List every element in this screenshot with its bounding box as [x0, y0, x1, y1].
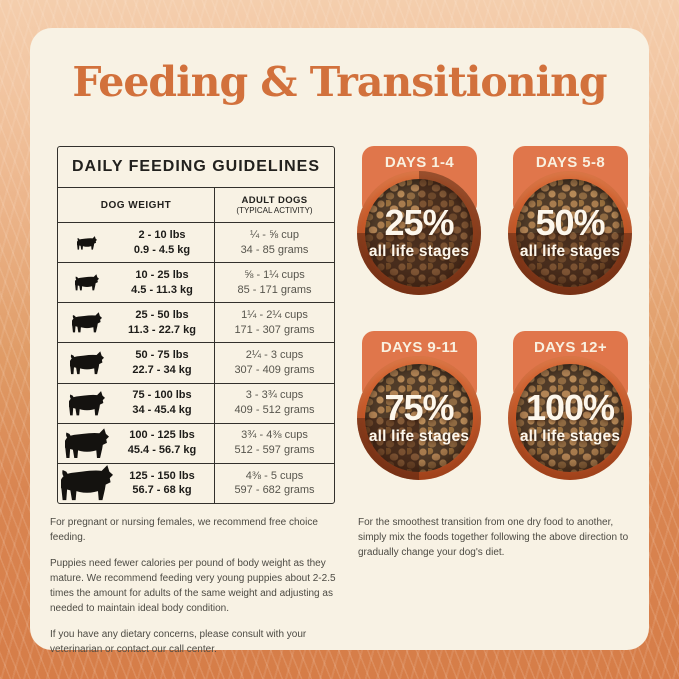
- portion-caption: all life stages: [368, 428, 470, 445]
- serving-grams: 34 - 85 grams: [240, 243, 309, 256]
- weight-lbs: 50 - 75 lbs: [135, 349, 189, 362]
- weight-lbs: 25 - 50 lbs: [135, 309, 189, 321]
- serving-grams: 597 - 682 grams: [234, 484, 315, 497]
- weight-kg: 56.7 - 68 kg: [132, 484, 192, 497]
- dog-silhouette-icon: [75, 274, 99, 291]
- dog-silhouette-icon: [77, 236, 97, 250]
- weight-lbs: 2 - 10 lbs: [138, 228, 186, 241]
- table-row: 25 - 50 lbs 11.3 - 22.7 kg 1¼ - 2¼ cups 17…: [58, 303, 334, 344]
- portion-percent: 75%: [384, 387, 454, 428]
- dog-silhouette-icon: [61, 465, 113, 501]
- portion-overlay: [508, 171, 632, 295]
- dog-silhouette-icon: [72, 312, 102, 333]
- serving-grams: 171 - 307 grams: [234, 323, 315, 336]
- portion-overlay: [357, 171, 481, 295]
- note-pregnant-nursing: For pregnant or nursing females, we reco…: [50, 517, 318, 543]
- feeding-notes: For pregnant or nursing females, we reco…: [50, 515, 342, 668]
- column-header-adult-dogs: ADULT DOGS (TYPICAL ACTIVITY): [215, 188, 334, 222]
- note-transition: For the smoothest transition from one dr…: [358, 517, 629, 558]
- portion-caption: all life stages: [368, 243, 470, 260]
- feeding-guidelines-table: DAILY FEEDING GUIDELINES DOG WEIGHT ADUL…: [57, 146, 335, 504]
- weight-lbs: 75 - 100 lbs: [132, 389, 192, 402]
- weight-kg: 0.9 - 4.5 kg: [133, 243, 191, 256]
- kibble-texture: [516, 179, 624, 287]
- transition-stage-days-1-4: DAYS 1-4 25% all life stages: [343, 146, 495, 302]
- kibble-bowl: 100% all life stages: [508, 356, 632, 480]
- portion-percent: 50%: [535, 202, 605, 243]
- transition-stage-days-9-11: DAYS 9-11 75% all life stages: [343, 331, 495, 487]
- kibble-bowl: 75% all life stages: [357, 356, 481, 480]
- transition-stage-days-12-plus: DAYS 12+ 100% all life stages: [494, 331, 646, 487]
- note-dietary-concerns: If you have any dietary concerns, please…: [50, 629, 307, 655]
- transition-stage-days-5-8: DAYS 5-8 50% all life stages: [494, 146, 646, 302]
- table-row: 100 - 125 lbs 45.4 - 56.7 kg 3¾ - 4⅜ cups…: [58, 423, 334, 464]
- transition-notes: For the smoothest transition from one dr…: [358, 515, 636, 571]
- weight-kg: 45.4 - 56.7 kg: [127, 444, 197, 457]
- table-row: 50 - 75 lbs 22.7 - 34 kg 2¼ - 3 cups 307 -…: [58, 343, 334, 384]
- dog-silhouette-icon: [69, 391, 105, 416]
- portion-percent: 25%: [384, 202, 454, 243]
- dog-silhouette-icon: [65, 428, 109, 459]
- typical-activity-label: (TYPICAL ACTIVITY): [236, 205, 313, 215]
- portion-caption: all life stages: [519, 428, 621, 445]
- serving-cups: 2¼ - 3 cups: [245, 349, 304, 362]
- kibble-texture: [365, 364, 473, 472]
- serving-cups: 1¼ - 2¼ cups: [241, 309, 308, 321]
- table-row: 75 - 100 lbs 34 - 45.4 kg 3 - 3¾ cups 409 …: [58, 383, 334, 424]
- serving-cups: 4⅜ - 5 cups: [245, 469, 304, 482]
- kibble-bowl: 25% all life stages: [357, 171, 481, 295]
- serving-grams: 307 - 409 grams: [234, 363, 315, 376]
- table-row: 125 - 150 lbs 56.7 - 68 kg 4⅜ - 5 cups 597…: [58, 463, 334, 503]
- stage-label: DAYS 12+: [533, 339, 608, 356]
- column-header-dog-weight: DOG WEIGHT: [58, 188, 215, 222]
- stage-label: DAYS 1-4: [384, 154, 455, 171]
- weight-lbs: 125 - 150 lbs: [129, 469, 195, 482]
- table-row: 10 - 25 lbs 4.5 - 11.3 kg ⅝ - 1¼ cups 85 -…: [58, 263, 334, 304]
- weight-lbs: 10 - 25 lbs: [135, 268, 189, 281]
- table-title: DAILY FEEDING GUIDELINES: [58, 147, 334, 188]
- portion-overlay: [357, 356, 481, 480]
- table-row: 2 - 10 lbs 0.9 - 4.5 kg ¼ - ⅝ cup 34 - 85 …: [58, 223, 334, 264]
- adult-dogs-label: ADULT DOGS: [241, 194, 308, 206]
- kibble-texture: [516, 364, 624, 472]
- stage-label: DAYS 5-8: [535, 154, 606, 171]
- serving-cups: ¼ - ⅝ cup: [250, 228, 299, 241]
- serving-cups: ⅝ - 1¼ cups: [244, 268, 305, 281]
- page-title: Feeding & Transitioning: [72, 58, 607, 106]
- weight-kg: 22.7 - 34 kg: [132, 363, 192, 376]
- kibble-texture: [365, 179, 473, 287]
- serving-grams: 512 - 597 grams: [234, 444, 315, 457]
- weight-kg: 11.3 - 22.7 kg: [128, 323, 196, 336]
- serving-grams: 85 - 171 grams: [237, 283, 312, 296]
- serving-cups: 3¾ - 4⅜ cups: [241, 429, 308, 442]
- dog-silhouette-icon: [70, 351, 104, 375]
- infographic-card: Feeding & Transitioning DAILY FEEDING GU…: [30, 28, 649, 655]
- weight-kg: 4.5 - 11.3 kg: [131, 283, 193, 296]
- stage-label: DAYS 9-11: [380, 339, 459, 356]
- portion-percent: 100%: [525, 387, 615, 428]
- weight-lbs: 100 - 125 lbs: [129, 429, 195, 442]
- note-puppies: Puppies need fewer calories per pound of…: [50, 558, 336, 614]
- portion-caption: all life stages: [519, 243, 621, 260]
- kibble-bowl: 50% all life stages: [508, 171, 632, 295]
- table-header-row: DOG WEIGHT ADULT DOGS (TYPICAL ACTIVITY): [58, 188, 334, 223]
- serving-cups: 3 - 3¾ cups: [245, 389, 304, 402]
- weight-kg: 34 - 45.4 kg: [132, 404, 192, 417]
- serving-grams: 409 - 512 grams: [234, 404, 315, 417]
